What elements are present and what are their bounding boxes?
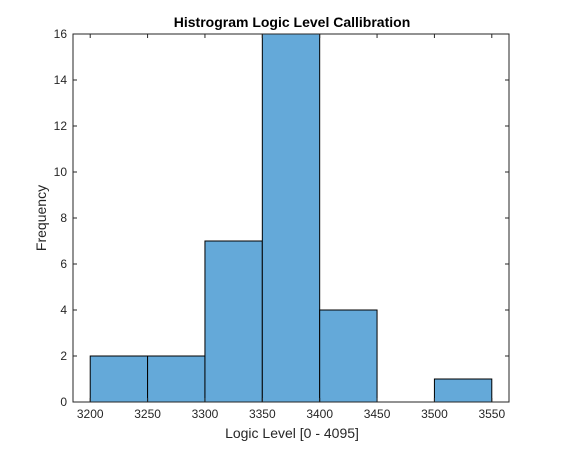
y-axis-label: Frequency <box>33 185 49 251</box>
y-tick-label: 0 <box>60 395 67 409</box>
x-tick-label: 3250 <box>134 407 161 421</box>
x-tick-label: 3400 <box>306 407 333 421</box>
y-tick-label: 6 <box>60 257 67 271</box>
histogram-bar <box>261 33 321 403</box>
y-tick-label: 4 <box>60 303 67 317</box>
histogram-bar <box>147 355 206 403</box>
histogram-bar <box>319 309 378 403</box>
x-tick-label: 3450 <box>364 407 391 421</box>
histogram-bar <box>204 240 263 403</box>
x-tick-label: 3550 <box>478 407 505 421</box>
x-tick-label: 3350 <box>249 407 276 421</box>
y-tick-label: 14 <box>54 73 68 87</box>
y-tick-label: 16 <box>54 27 68 41</box>
x-tick-label: 3200 <box>77 407 104 421</box>
x-ticks-group: 3200 3250 3300 3350 3400 3450 3500 3550 <box>77 34 505 421</box>
bars-group <box>89 33 493 403</box>
chart-title: Histrogram Logic Level Callibration <box>174 14 411 30</box>
y-tick-label: 8 <box>60 211 67 225</box>
x-tick-label: 3500 <box>421 407 448 421</box>
histogram-bar <box>89 355 149 403</box>
y-tick-label: 2 <box>60 349 67 363</box>
y-tick-label: 12 <box>54 119 68 133</box>
histogram-bar <box>433 378 493 403</box>
y-ticks-group: 0 2 4 6 8 10 12 14 16 <box>54 27 509 409</box>
x-tick-label: 3300 <box>192 407 219 421</box>
x-axis-label: Logic Level [0 - 4095] <box>225 425 359 441</box>
y-tick-label: 10 <box>54 165 68 179</box>
